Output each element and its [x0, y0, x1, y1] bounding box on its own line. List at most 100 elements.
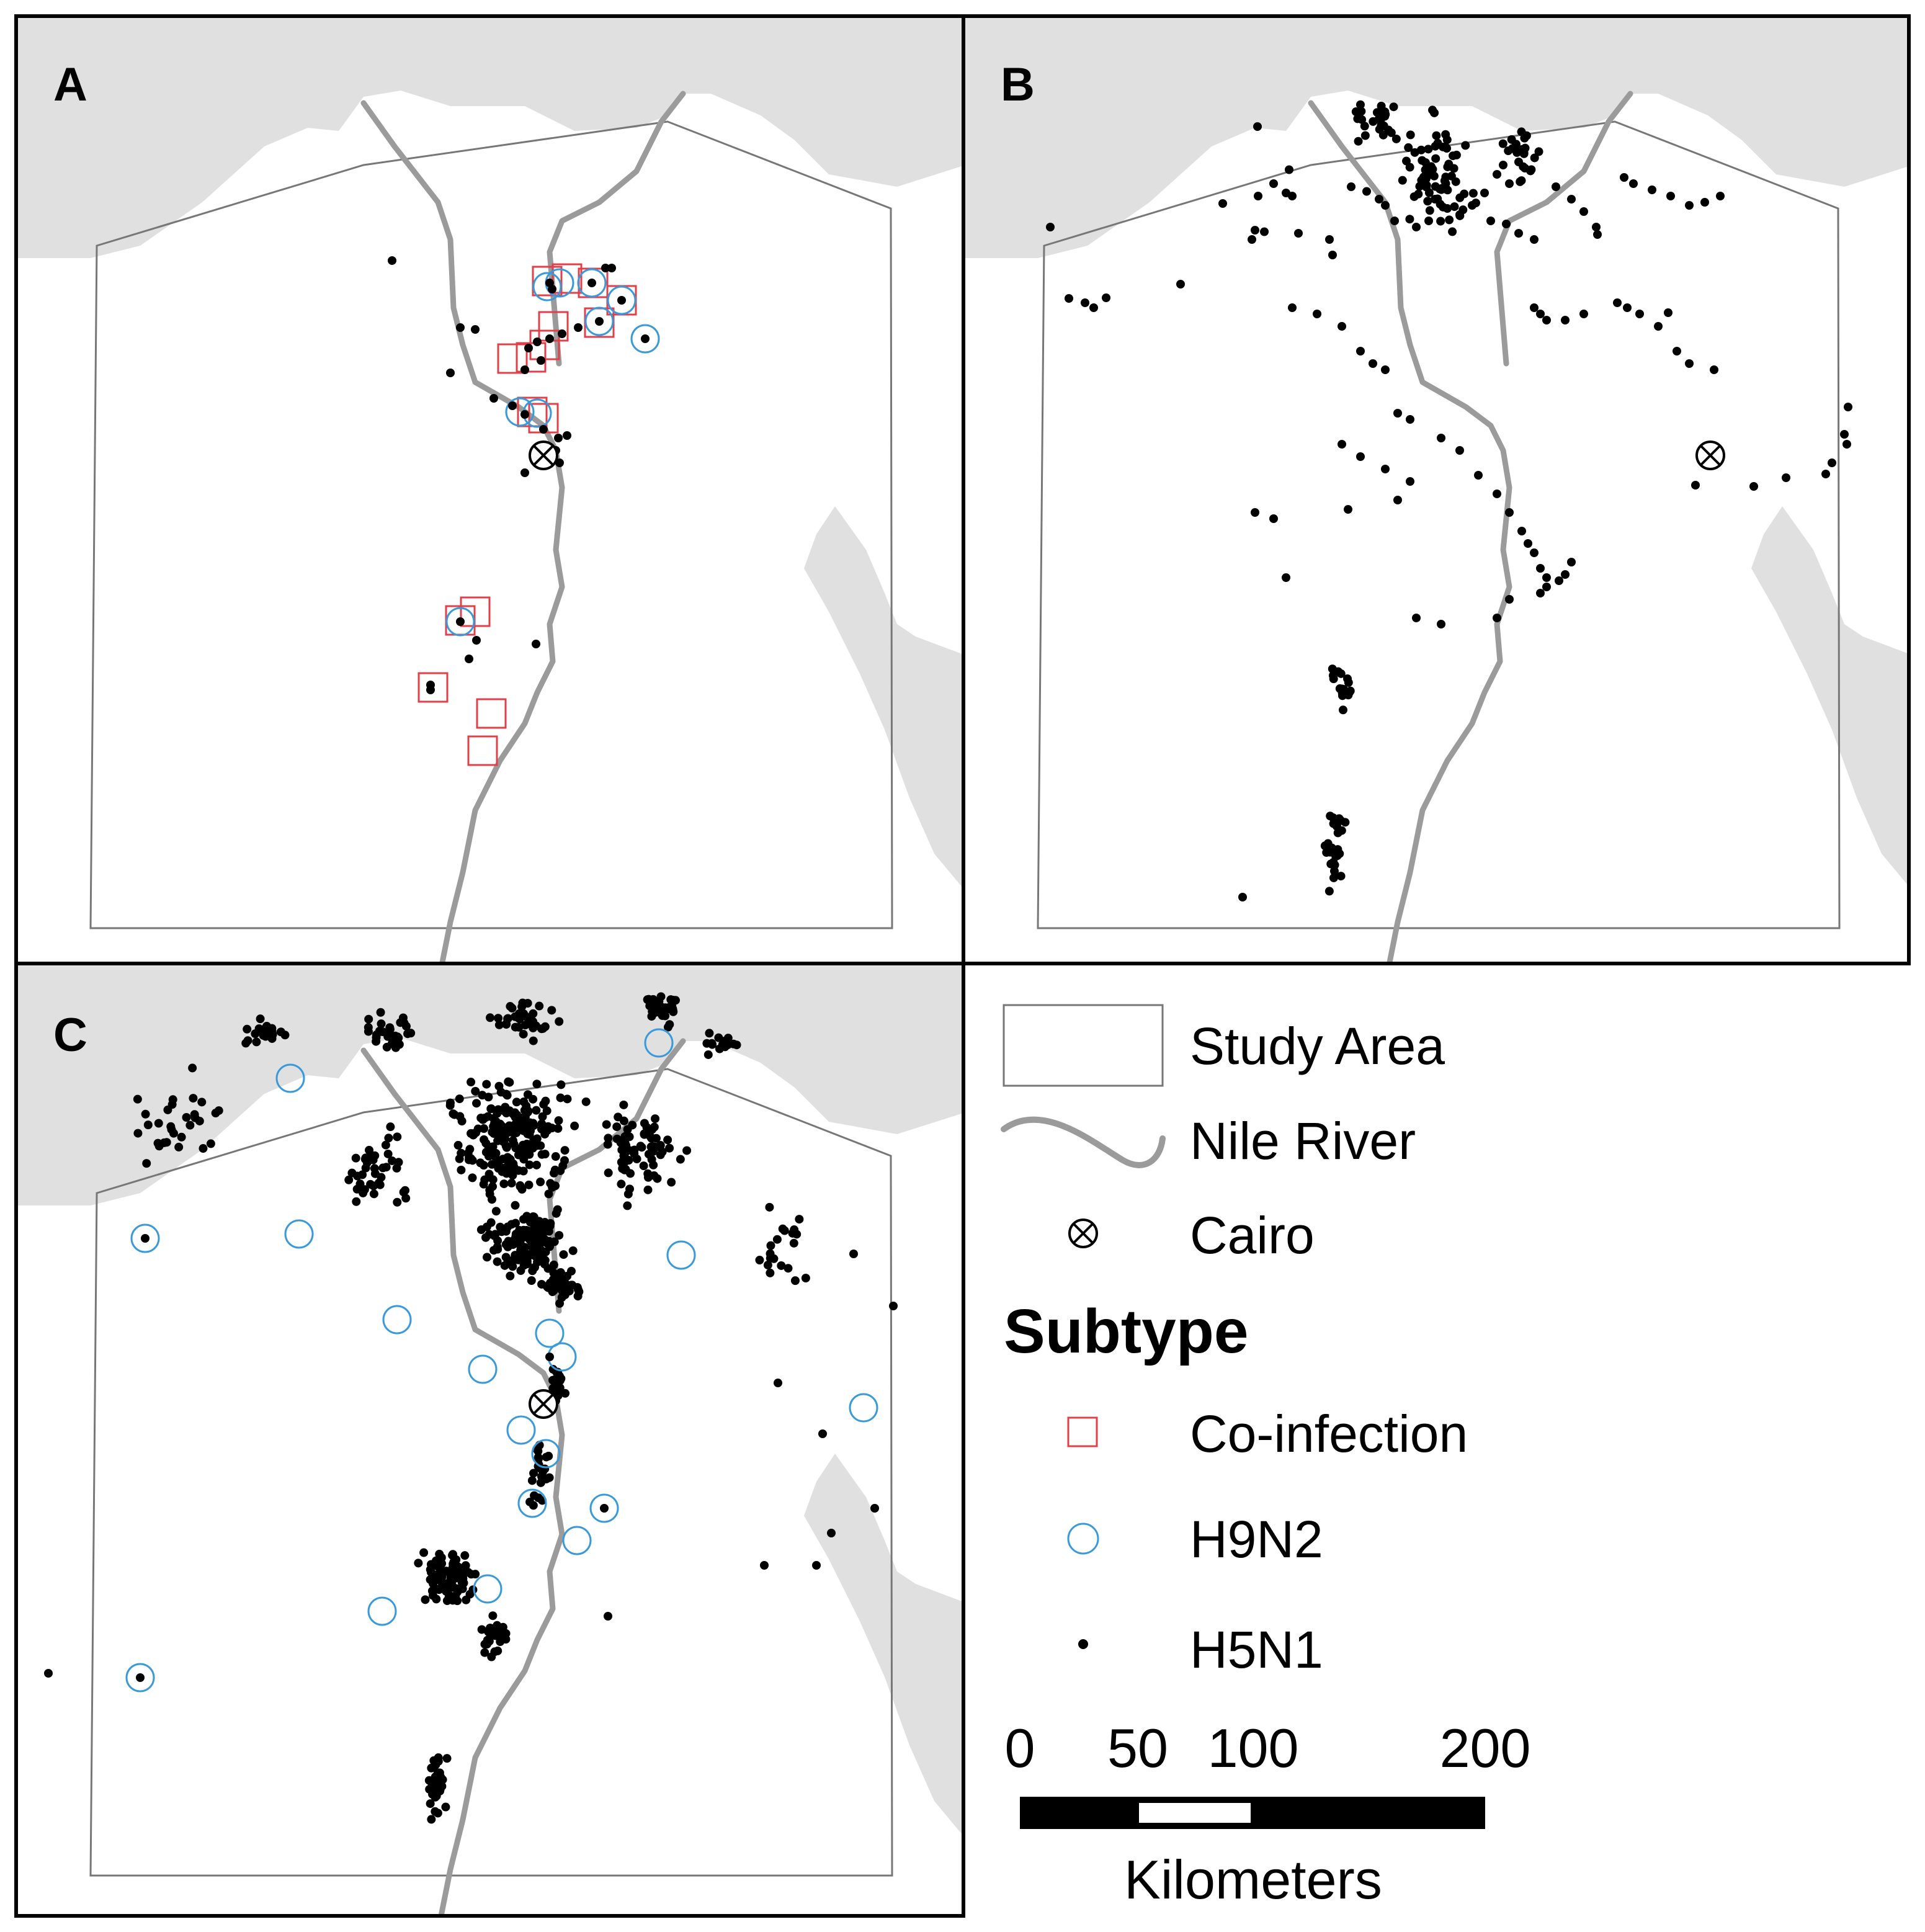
h5n1-point [607, 264, 616, 272]
h5n1-point [1455, 446, 1464, 455]
h5n1-point [549, 1168, 558, 1178]
h5n1-point [1428, 105, 1437, 115]
h5n1-point [602, 1120, 611, 1129]
h5n1-point [1333, 845, 1342, 854]
h5n1-point [649, 1160, 658, 1169]
h5n1-point [1282, 573, 1290, 582]
h5n1-point [520, 1106, 529, 1115]
h5n1-point [1418, 156, 1427, 165]
h5n1-point [1425, 206, 1434, 215]
h5n1-point [480, 1135, 489, 1144]
h5n1-point [1437, 620, 1445, 628]
h5n1-point [1654, 322, 1663, 331]
h5n1-point [133, 1129, 143, 1138]
h5n1-point [532, 1134, 542, 1143]
h5n1-point [447, 1578, 456, 1588]
h5n1-point [537, 1228, 547, 1237]
h5n1-point [435, 1768, 444, 1778]
h5n1-point [528, 1228, 537, 1237]
h5n1-point [482, 1080, 491, 1089]
h5n1-point [676, 1155, 685, 1164]
h5n1-point [502, 1169, 511, 1178]
h5n1-point [1369, 359, 1377, 368]
h5n1-point [1356, 347, 1365, 356]
h5n1-point [1389, 102, 1398, 112]
h5n1-point [563, 431, 571, 440]
h5n1-point [650, 1171, 659, 1180]
h5n1-point [790, 1276, 800, 1286]
h5n1-point [603, 1140, 612, 1149]
h5n1-point [1065, 294, 1073, 303]
h5n1-point [446, 369, 455, 377]
legend-h5n1: H5N1 [1190, 1621, 1323, 1679]
h5n1-point [504, 1237, 513, 1246]
h5n1-point [1412, 223, 1421, 231]
h5n1-point [555, 1231, 564, 1240]
h5n1-point [641, 334, 650, 343]
h5n1-point [1288, 303, 1297, 312]
h5n1-point [827, 1529, 836, 1537]
h9n2-point [125, 1663, 155, 1693]
h5n1-point [650, 1122, 659, 1132]
h5n1-point [801, 1274, 810, 1283]
h5n1-point [1524, 539, 1532, 548]
coinfection-point [467, 735, 498, 766]
h5n1-point [554, 434, 563, 442]
h5n1-point [483, 1148, 493, 1158]
h5n1-point [1502, 220, 1511, 228]
h5n1-point [546, 1179, 555, 1188]
h5n1-point [455, 1094, 464, 1104]
h5n1-point [784, 1264, 793, 1273]
h5n1-point [648, 995, 658, 1004]
h5n1-point [511, 1143, 520, 1153]
h5n1-point [1354, 136, 1363, 146]
h5n1-point [480, 1648, 489, 1657]
h5n1-point [426, 1560, 435, 1569]
h5n1-point [472, 1099, 481, 1108]
h5n1-point [1555, 576, 1563, 585]
h5n1-point [600, 1504, 609, 1513]
h5n1-point [780, 1226, 789, 1235]
h5n1-point [355, 1179, 365, 1189]
h5n1-point [133, 1094, 142, 1104]
h5n1-point [1441, 179, 1450, 188]
h5n1-point [431, 1807, 440, 1816]
h5n1-point [498, 1622, 507, 1632]
h5n1-point [1351, 107, 1360, 117]
h5n1-point [1260, 227, 1269, 236]
h5n1-point [1433, 194, 1442, 203]
h5n1-point [344, 1175, 354, 1184]
h5n1-point [491, 1631, 500, 1640]
h5n1-point [494, 1128, 504, 1137]
h5n1-point [1516, 177, 1525, 186]
h9n2-point [849, 1393, 878, 1423]
h5n1-point [1320, 841, 1329, 851]
h5n1-point [1593, 230, 1602, 239]
h5n1-point [1749, 482, 1758, 491]
h5n1-point [393, 1132, 402, 1142]
h5n1-point [1329, 873, 1338, 882]
h5n1-point [519, 1097, 529, 1106]
h5n1-point [595, 317, 604, 326]
h5n1-point [1404, 143, 1413, 152]
h5n1-point [646, 1132, 655, 1142]
h5n1-point [453, 1587, 462, 1596]
h5n1-point [243, 1024, 252, 1034]
h5n1-point [414, 1559, 423, 1568]
h5n1-point [1439, 202, 1448, 212]
h5n1-point [468, 1585, 478, 1594]
h5n1-point [1360, 122, 1369, 131]
h5n1-point [1424, 145, 1433, 154]
h9n2-point [130, 1223, 160, 1253]
h5n1-point [534, 1455, 543, 1464]
h5n1-point [574, 323, 583, 332]
h5n1-point [637, 1143, 646, 1152]
h5n1-point [777, 1261, 786, 1270]
h5n1-point [190, 1113, 200, 1122]
h5n1-point [601, 264, 610, 272]
h5n1-point [388, 256, 396, 265]
h5n1-point [375, 1026, 384, 1035]
h5n1-point [494, 1020, 504, 1029]
h5n1-point [189, 1094, 198, 1103]
h5n1-point [426, 686, 435, 694]
